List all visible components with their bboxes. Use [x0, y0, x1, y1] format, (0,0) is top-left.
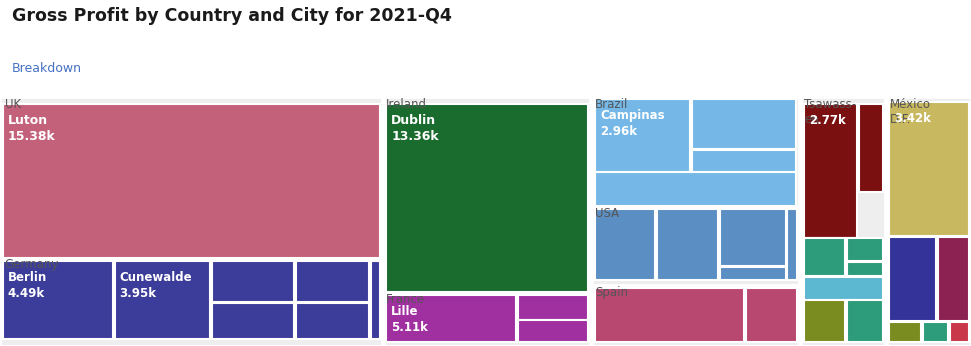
- Bar: [887, 97, 971, 346]
- Bar: [889, 102, 969, 236]
- Bar: [804, 104, 857, 238]
- Bar: [212, 303, 294, 338]
- Bar: [804, 238, 845, 276]
- Bar: [371, 261, 380, 338]
- Text: Spain: Spain: [595, 286, 628, 299]
- Bar: [296, 303, 369, 338]
- Bar: [720, 209, 786, 266]
- Bar: [386, 104, 588, 292]
- Bar: [0, 97, 382, 257]
- Text: 2.77k: 2.77k: [809, 114, 846, 127]
- Bar: [938, 237, 969, 321]
- Text: Gross Profit by Country and City for 2021-Q4: Gross Profit by Country and City for 202…: [12, 7, 452, 25]
- Bar: [296, 261, 369, 302]
- Text: Luton
15.38k: Luton 15.38k: [8, 114, 55, 143]
- Text: Brazil: Brazil: [595, 98, 628, 111]
- Bar: [847, 300, 883, 342]
- Text: Germany: Germany: [5, 258, 59, 271]
- Bar: [592, 207, 799, 285]
- Bar: [950, 321, 969, 342]
- Bar: [889, 237, 936, 321]
- Text: Breakdown: Breakdown: [12, 62, 82, 75]
- Bar: [657, 209, 718, 280]
- Text: France: France: [385, 293, 424, 306]
- Bar: [384, 292, 590, 346]
- Text: 3.42k: 3.42k: [894, 112, 931, 125]
- Text: UK: UK: [5, 98, 21, 111]
- Bar: [518, 295, 588, 320]
- Text: Campinas
2.96k: Campinas 2.96k: [600, 109, 665, 138]
- Bar: [115, 261, 210, 338]
- Text: Berlin
4.49k: Berlin 4.49k: [8, 271, 47, 300]
- Text: Dublin
13.36k: Dublin 13.36k: [391, 114, 439, 143]
- Bar: [386, 295, 516, 342]
- Bar: [720, 267, 786, 280]
- Bar: [801, 97, 885, 346]
- Bar: [595, 209, 655, 280]
- Bar: [3, 261, 113, 338]
- Bar: [592, 97, 799, 207]
- Bar: [692, 99, 796, 149]
- Bar: [692, 150, 796, 172]
- Bar: [847, 262, 883, 276]
- Bar: [3, 104, 380, 257]
- Bar: [595, 288, 744, 342]
- Bar: [847, 238, 883, 261]
- Bar: [746, 288, 797, 342]
- Bar: [923, 321, 948, 342]
- Bar: [804, 277, 883, 300]
- Bar: [592, 285, 799, 346]
- Text: Lille
5.11k: Lille 5.11k: [391, 306, 428, 334]
- Text: México
D.F.: México D.F.: [889, 98, 930, 126]
- Bar: [518, 320, 588, 342]
- Text: Tsawass-
en: Tsawass- en: [804, 98, 856, 126]
- Text: USA: USA: [595, 207, 619, 220]
- Bar: [595, 172, 796, 207]
- Bar: [889, 321, 921, 342]
- Bar: [595, 99, 690, 172]
- Bar: [804, 300, 845, 342]
- Text: Ireland: Ireland: [385, 98, 426, 111]
- Bar: [0, 257, 382, 346]
- Text: Cunewalde
3.95k: Cunewalde 3.95k: [119, 271, 192, 300]
- Bar: [859, 104, 883, 192]
- Bar: [212, 261, 294, 302]
- Bar: [787, 209, 797, 280]
- Bar: [384, 97, 590, 292]
